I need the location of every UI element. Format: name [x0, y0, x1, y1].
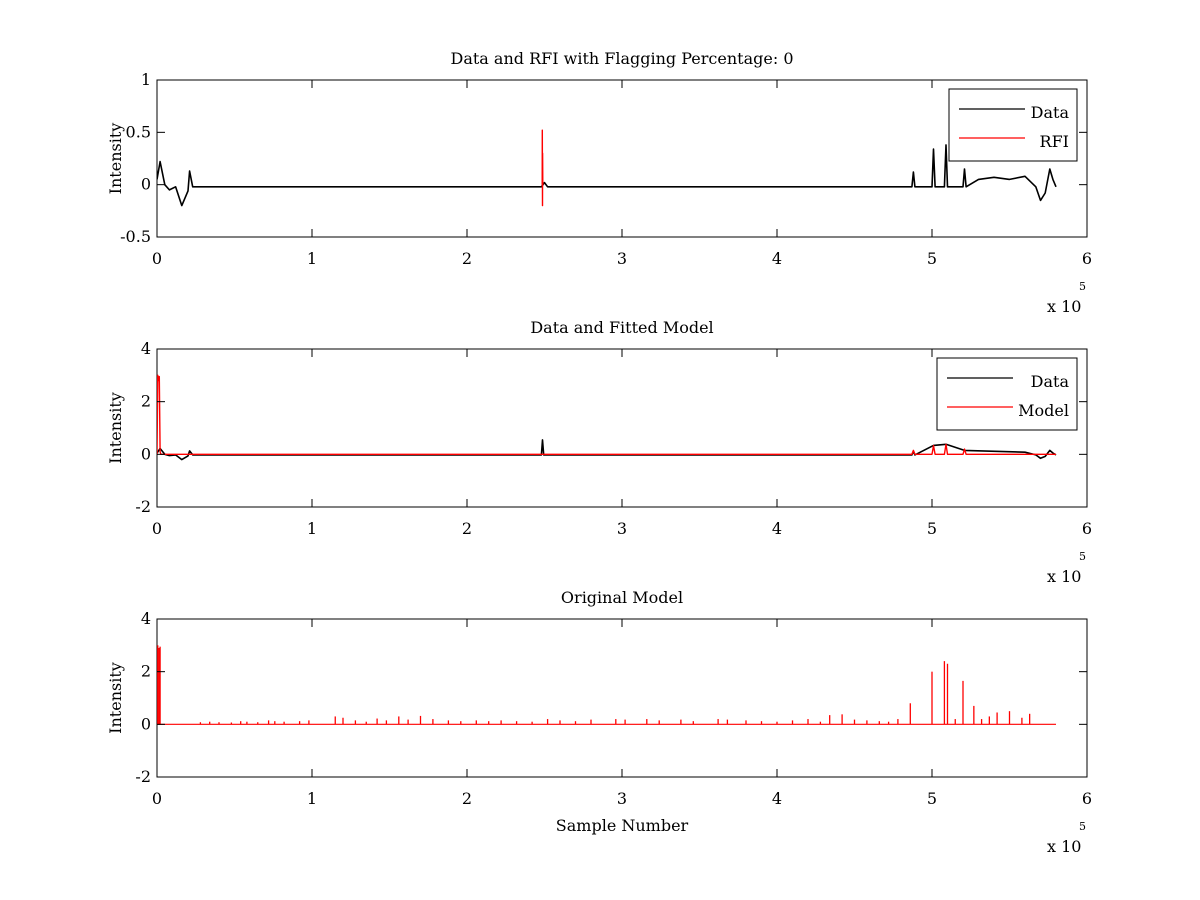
x-tick-label: 4: [772, 519, 782, 538]
legend-box: [936, 357, 1078, 431]
subplot-1: Data and RFI with Flagging Percentage: 0…: [106, 49, 1092, 316]
x-tick-label: 1: [307, 519, 317, 538]
y-tick-label: -2: [135, 497, 151, 516]
legend-label: Data: [1031, 372, 1070, 391]
y-tick-label: 0.5: [126, 122, 151, 141]
y-tick-label: -2: [135, 767, 151, 786]
plot-area: [157, 129, 1057, 207]
x-tick-label: 0: [152, 789, 162, 808]
x-multiplier-exponent: 5: [1079, 280, 1086, 293]
axes-box: [156, 348, 1088, 508]
y-tick-label: 0: [141, 714, 151, 733]
x-tick-label: 2: [462, 519, 472, 538]
series-line-data: [157, 144, 1057, 207]
y-tick-label: 2: [141, 662, 151, 681]
y-tick-label: 4: [141, 339, 151, 358]
y-tick-label: -0.5: [120, 227, 151, 246]
x-multiplier-exponent: 5: [1079, 820, 1086, 833]
x-tick-label: 6: [1082, 789, 1092, 808]
subplot-3: Original Model Intensity Sample Number 0 1 2 3…: [106, 588, 1092, 856]
x-tick-label: 5: [927, 789, 937, 808]
y-axis-label: Intensity: [106, 392, 125, 464]
axes-box: [156, 79, 1088, 238]
x-tick-label: 4: [772, 789, 782, 808]
legend-label: RFI: [1040, 132, 1069, 151]
x-tick-label: 5: [927, 249, 937, 268]
x-tick-label: 3: [617, 519, 627, 538]
y-tick-label: 2: [141, 392, 151, 411]
legend-box: [948, 88, 1078, 162]
x-tick-label: 0: [152, 249, 162, 268]
x-tick-label: 2: [462, 789, 472, 808]
x-tick-label: 3: [617, 789, 627, 808]
x-tick-label: 4: [772, 249, 782, 268]
series-line-model: [157, 374, 1056, 455]
chart-title: Data and RFI with Flagging Percentage: 0: [450, 49, 793, 68]
y-axis-label: Intensity: [106, 123, 125, 195]
x-tick-label: 1: [307, 789, 317, 808]
x-multiplier-base: x 10: [1047, 297, 1081, 316]
chart-title: Original Model: [561, 588, 683, 607]
x-multiplier-exponent: 5: [1079, 550, 1086, 563]
legend-label: Data: [1031, 103, 1070, 122]
x-multiplier-base: x 10: [1047, 567, 1081, 586]
x-multiplier-base: x 10: [1047, 837, 1081, 856]
x-tick-label: 2: [462, 249, 472, 268]
y-tick-label: 0: [141, 444, 151, 463]
x-axis-label: Sample Number: [556, 816, 689, 835]
x-tick-label: 1: [307, 249, 317, 268]
y-tick-label: 1: [141, 70, 151, 89]
y-tick-label: 0: [141, 175, 151, 194]
y-tick-label: 4: [141, 609, 151, 628]
x-tick-label: 5: [927, 519, 937, 538]
x-tick-label: 0: [152, 519, 162, 538]
y-axis-label: Intensity: [106, 662, 125, 734]
chart-title: Data and Fitted Model: [530, 318, 713, 337]
legend: Data Model: [936, 357, 1078, 431]
plot-area: [157, 374, 1057, 461]
legend: Data RFI: [948, 88, 1078, 162]
legend-label: Model: [1018, 401, 1069, 420]
axes-box: [156, 618, 1088, 778]
x-tick-label: 6: [1082, 519, 1092, 538]
x-tick-label: 6: [1082, 249, 1092, 268]
plot-area: [157, 645, 1056, 725]
x-tick-label: 3: [617, 249, 627, 268]
series-line-rfi: [541, 129, 544, 207]
